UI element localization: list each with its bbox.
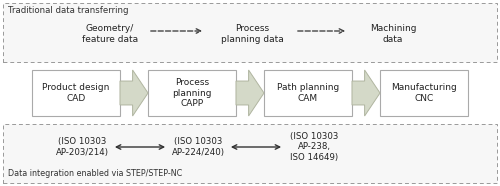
Polygon shape — [236, 70, 264, 116]
Polygon shape — [120, 70, 148, 116]
Polygon shape — [352, 70, 380, 116]
Text: Path planning
CAM: Path planning CAM — [277, 83, 339, 103]
Text: Traditional data transferring: Traditional data transferring — [8, 6, 128, 15]
Text: (ISO 10303
AP-238,
ISO 14649): (ISO 10303 AP-238, ISO 14649) — [290, 132, 338, 162]
Text: Product design
CAD: Product design CAD — [42, 83, 110, 103]
Text: Geometry/
feature data: Geometry/ feature data — [82, 24, 138, 44]
Text: Process
planning data: Process planning data — [220, 24, 284, 44]
Text: Manufacturing
CNC: Manufacturing CNC — [391, 83, 457, 103]
Bar — [264, 70, 352, 116]
Bar — [32, 70, 120, 116]
Text: (ISO 10303
AP-224/240): (ISO 10303 AP-224/240) — [172, 137, 224, 157]
Text: Process
planning
CAPP: Process planning CAPP — [172, 78, 212, 108]
Text: Machining
data: Machining data — [370, 24, 416, 44]
Bar — [148, 70, 236, 116]
Text: (ISO 10303
AP-203/214): (ISO 10303 AP-203/214) — [56, 137, 108, 157]
Bar — [3, 3, 497, 62]
Bar — [3, 124, 497, 183]
Bar — [380, 70, 468, 116]
Text: Data integration enabled via STEP/STEP-NC: Data integration enabled via STEP/STEP-N… — [8, 169, 182, 178]
